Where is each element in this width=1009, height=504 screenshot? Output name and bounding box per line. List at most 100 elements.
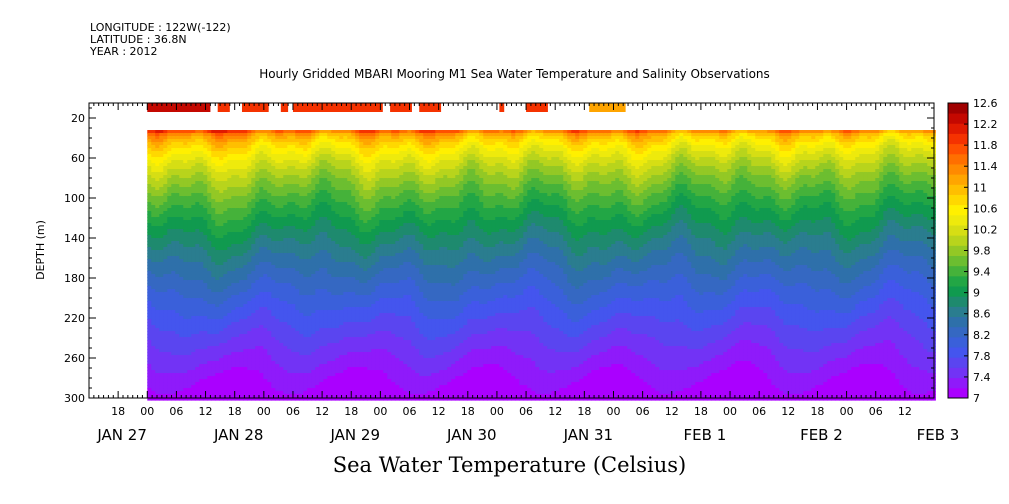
heatmap-cell (215, 313, 220, 317)
heatmap-cell (243, 238, 248, 242)
heatmap-cell (327, 379, 332, 383)
heatmap-cell (319, 256, 324, 260)
heatmap-cell (287, 352, 292, 356)
heatmap-cell (327, 277, 332, 281)
heatmap-cell (307, 313, 312, 317)
heatmap-cell (151, 130, 156, 134)
heatmap-cell (183, 337, 188, 341)
heatmap-cell (327, 298, 332, 302)
heatmap-cell (163, 388, 168, 392)
heatmap-cell (219, 229, 224, 233)
heatmap-cell (231, 232, 236, 236)
heatmap-cell (251, 346, 256, 350)
heatmap-cell (255, 361, 260, 365)
heatmap-cell (347, 358, 352, 362)
heatmap-cell (167, 355, 172, 359)
heatmap-cell (351, 379, 356, 383)
heatmap-cell (335, 271, 340, 275)
heatmap-cell (155, 166, 160, 170)
heatmap-cell (319, 301, 324, 305)
heatmap-cell (299, 277, 304, 281)
heatmap-cell (335, 199, 340, 203)
heatmap-cell (219, 343, 224, 347)
heatmap-cell (343, 130, 348, 134)
heatmap-cell (163, 253, 168, 257)
heatmap-cell (331, 193, 336, 197)
heatmap-cell (251, 367, 256, 371)
heatmap-cell (171, 172, 176, 176)
heatmap-cell (195, 229, 200, 233)
heatmap-cell (283, 157, 288, 161)
heatmap-cell (155, 139, 160, 143)
heatmap-cell (275, 259, 280, 263)
heatmap-cell (167, 352, 172, 356)
heatmap-cell (199, 166, 204, 170)
heatmap-cell (295, 313, 300, 317)
heatmap-cell (327, 370, 332, 374)
heatmap-cell (227, 250, 232, 254)
heatmap-cell (231, 292, 236, 296)
heatmap-cell (323, 328, 328, 332)
heatmap-cell (159, 391, 164, 395)
heatmap-cell (239, 223, 244, 227)
heatmap-cell (171, 322, 176, 326)
heatmap-cell (211, 355, 216, 359)
heatmap-cell (319, 394, 324, 398)
heatmap-cell (311, 235, 316, 239)
heatmap-cell (295, 265, 300, 269)
heatmap-cell (147, 292, 152, 296)
heatmap-cell (299, 160, 304, 164)
heatmap-cell (299, 301, 304, 305)
heatmap-cell (255, 163, 260, 167)
heatmap-cell (327, 202, 332, 206)
heatmap-cell (331, 181, 336, 185)
heatmap-cell (255, 394, 260, 398)
heatmap-cell (219, 370, 224, 374)
heatmap-cell (315, 343, 320, 347)
heatmap-cell (331, 307, 336, 311)
location-metadata: LONGITUDE : 122W(-122) LATITUDE : 36.8N … (90, 22, 231, 58)
heatmap-cell (191, 283, 196, 287)
heatmap-cell (347, 259, 352, 263)
heatmap-cell (211, 283, 216, 287)
heatmap-cell (215, 376, 220, 380)
heatmap-cell (335, 358, 340, 362)
heatmap-cell (171, 316, 176, 320)
heatmap-cell (251, 166, 256, 170)
heatmap-cell (251, 310, 256, 314)
heatmap-cell (163, 157, 168, 161)
heatmap-cell (175, 283, 180, 287)
heatmap-cell (263, 268, 268, 272)
heatmap-cell (207, 352, 212, 356)
heatmap-cell (343, 178, 348, 182)
heatmap-cell (227, 298, 232, 302)
heatmap-cell (195, 241, 200, 245)
heatmap-cell (287, 181, 292, 185)
heatmap-cell (299, 349, 304, 353)
heatmap-cell (167, 223, 172, 227)
heatmap-cell (159, 364, 164, 368)
heatmap-cell (335, 304, 340, 308)
heatmap-cell (303, 397, 308, 401)
heatmap-cell (259, 163, 264, 167)
heatmap-cell (151, 133, 156, 137)
heatmap-cell (311, 199, 316, 203)
heatmap-cell (215, 154, 220, 158)
heatmap-cell (315, 163, 320, 167)
heatmap-cell (167, 229, 172, 233)
heatmap-cell (323, 217, 328, 221)
heatmap-cell (319, 358, 324, 362)
heatmap-cell (179, 361, 184, 365)
heatmap-cell (303, 292, 308, 296)
heatmap-cell (295, 157, 300, 161)
heatmap-cell (183, 355, 188, 359)
heatmap-cell (311, 184, 316, 188)
heatmap-cell (251, 205, 256, 209)
heatmap-cell (183, 331, 188, 335)
heatmap-cell (255, 238, 260, 242)
heatmap-cell (283, 181, 288, 185)
heatmap-cell (363, 265, 368, 269)
heatmap-cell (203, 175, 208, 179)
heatmap-cell (275, 199, 280, 203)
heatmap-cell (259, 220, 264, 224)
